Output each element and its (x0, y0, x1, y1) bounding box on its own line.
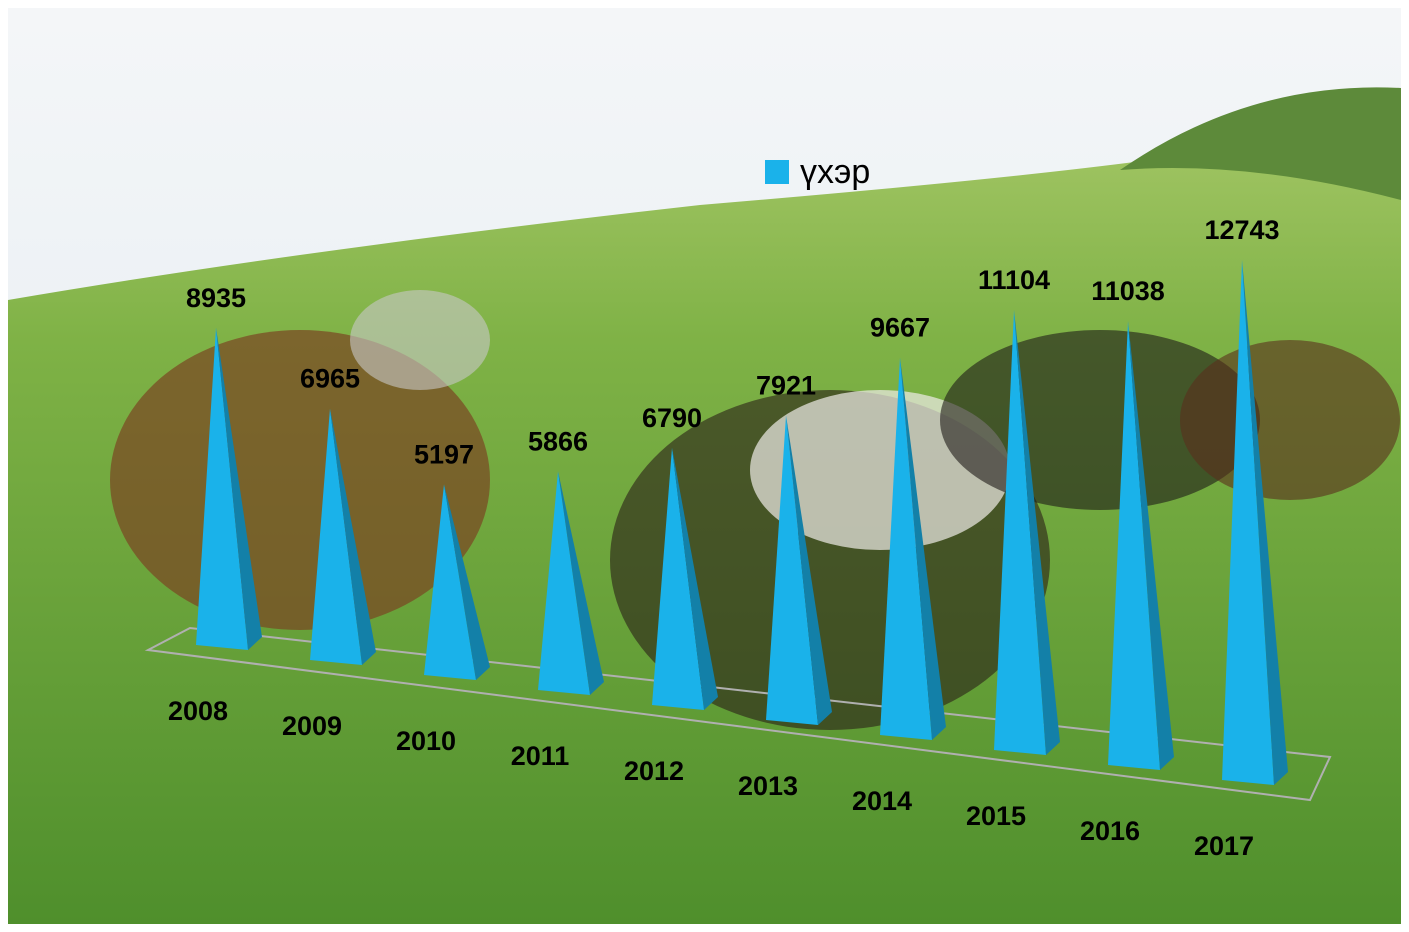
x-tick-label: 2015 (966, 801, 1026, 831)
x-tick-label: 2013 (738, 771, 798, 801)
x-tick-label: 2008 (168, 696, 228, 726)
value-label: 9667 (870, 313, 930, 343)
pyramid-right-face (1242, 260, 1288, 785)
pyramid-left-face (1222, 260, 1274, 785)
pyramid-right-face (1128, 321, 1174, 770)
pyramid-right-face (330, 408, 376, 665)
pyramid-left-face (652, 447, 704, 710)
pyramid (196, 327, 262, 650)
pyramid-left-face (1108, 321, 1160, 770)
pyramid (652, 447, 718, 710)
pyramid-right-face (900, 357, 946, 740)
value-label: 8935 (186, 283, 246, 313)
value-label: 11038 (1091, 276, 1165, 306)
pyramid (538, 471, 604, 695)
x-tick-label: 2010 (396, 726, 456, 756)
pyramid-right-face (1014, 309, 1060, 755)
value-label: 6790 (642, 403, 702, 433)
value-label: 12743 (1204, 215, 1279, 245)
pyramid-left-face (766, 415, 818, 725)
floor (144, 626, 1332, 802)
pyramid-left-face (196, 327, 248, 650)
pyramid (424, 484, 490, 680)
pyramid (766, 415, 832, 725)
x-tick-label: 2017 (1194, 831, 1254, 861)
x-tick-label: 2011 (511, 741, 570, 771)
pyramid-right-face (558, 471, 604, 695)
value-label: 6965 (300, 364, 360, 394)
pyramid (1108, 321, 1174, 770)
pyramid-left-face (880, 357, 932, 740)
value-label: 5197 (414, 439, 474, 469)
x-tick-label: 2016 (1080, 816, 1140, 846)
pyramid (310, 408, 376, 665)
pyramid-left-face (424, 484, 476, 680)
value-label: 7921 (756, 371, 816, 401)
x-tick-label: 2014 (852, 786, 912, 816)
value-label: 11104 (978, 265, 1050, 295)
pyramid-right-face (786, 415, 832, 725)
pyramid (880, 357, 946, 740)
pyramid-left-face (310, 408, 362, 665)
pyramid (994, 309, 1060, 755)
legend-label: үхэр (800, 153, 870, 191)
x-tick-label: 2012 (624, 756, 684, 786)
pyramid-left-face (538, 471, 590, 695)
pyramid-left-face (994, 309, 1046, 755)
x-tick-label: 2009 (282, 711, 342, 741)
value-label: 5866 (528, 426, 588, 456)
pyramid-right-face (444, 484, 490, 680)
legend-swatch (765, 160, 789, 184)
pyramid (1222, 260, 1288, 785)
pyramid-right-face (672, 447, 718, 710)
pyramid-right-face (216, 327, 262, 650)
